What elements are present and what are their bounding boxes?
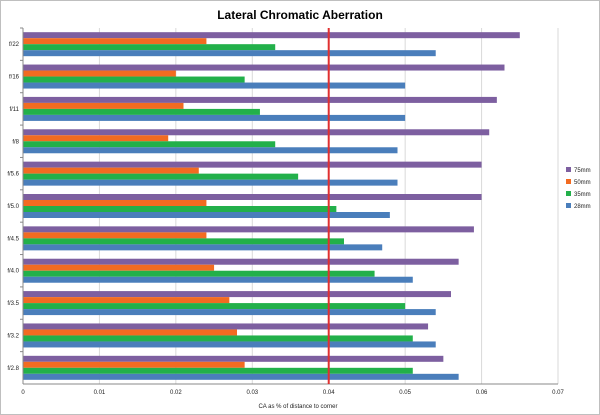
bar (23, 38, 207, 45)
y-category-label: f/16 (9, 75, 20, 81)
bar (23, 212, 390, 218)
bar (23, 361, 245, 368)
bar (23, 232, 207, 239)
legend-swatch (566, 179, 571, 184)
bar (23, 206, 337, 212)
legend-swatch (566, 167, 571, 172)
bar (23, 44, 276, 51)
bar (23, 32, 520, 39)
bar (23, 226, 474, 233)
y-category-label: f/5.0 (7, 204, 19, 210)
legend-label: 35mm (574, 192, 591, 198)
bar (23, 173, 299, 180)
chart-title: Lateral Chromatic Aberration (217, 8, 383, 22)
bars (23, 32, 520, 380)
x-tick-label: 0.04 (323, 390, 335, 396)
bar (23, 303, 406, 310)
y-category-label: f/2.8 (7, 366, 19, 372)
bar (23, 108, 260, 115)
bar (23, 373, 459, 380)
bar (23, 129, 490, 136)
bar (23, 200, 207, 206)
x-tick-label: 0.05 (399, 390, 411, 396)
bar (23, 179, 398, 186)
x-tick-label: 0.03 (246, 390, 258, 396)
x-tick-label: 0.01 (94, 390, 106, 396)
legend: 75mm 50mm 35mm 28mm (566, 167, 591, 210)
bar (23, 82, 406, 89)
bar (23, 297, 230, 304)
bar (23, 147, 398, 154)
bar (23, 50, 436, 57)
y-category-label: f/5.6 (7, 172, 19, 178)
bar (23, 96, 497, 103)
x-tick-label: 0.02 (170, 390, 182, 396)
bar (23, 167, 199, 174)
y-category-label: f/3.2 (7, 333, 19, 339)
x-tick-label: 0.06 (476, 390, 488, 396)
bar (23, 141, 276, 148)
bar (23, 270, 375, 277)
legend-label: 50mm (574, 180, 591, 186)
bar (23, 264, 215, 271)
x-tick-label: 0.07 (552, 390, 564, 396)
y-category-label: f/4.5 (7, 236, 19, 242)
bar (23, 355, 444, 362)
legend-label: 75mm (574, 168, 591, 174)
legend-swatch (566, 191, 571, 196)
bar (23, 323, 429, 330)
bar (23, 329, 237, 336)
bar (23, 335, 413, 342)
bar (23, 114, 406, 121)
y-category-label: f/11 (9, 107, 19, 113)
bar (23, 309, 436, 316)
bar (23, 70, 176, 77)
y-category-label: f/8 (12, 139, 19, 145)
bar (23, 194, 482, 200)
bar (23, 258, 459, 265)
y-category-label: f/4.0 (7, 269, 19, 275)
bar (23, 161, 482, 168)
bar (23, 102, 184, 109)
x-tick-label: 0 (21, 390, 25, 396)
x-axis-label: CA as % of distance to corner (258, 404, 337, 410)
axes: 0 0.01 0.02 0.03 0.04 0.05 0.06 0.07 f/22 f/16 f/1… (7, 27, 564, 396)
y-category-label: f/3.5 (7, 301, 19, 307)
legend-swatch (566, 203, 571, 208)
bar (23, 341, 436, 348)
bar (23, 291, 451, 298)
bar (23, 244, 383, 251)
bar (23, 367, 413, 374)
legend-label: 28mm (574, 204, 591, 210)
bar (23, 64, 505, 71)
bar (23, 276, 413, 283)
bar (23, 135, 169, 142)
bar (23, 76, 245, 83)
bar (23, 238, 344, 245)
y-category-label: f/22 (9, 42, 20, 48)
